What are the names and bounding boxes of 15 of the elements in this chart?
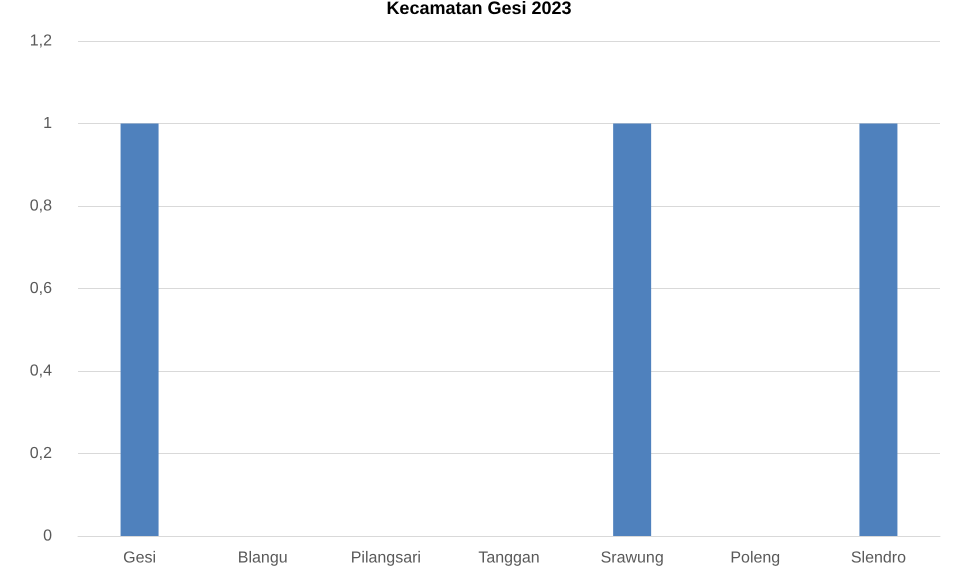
x-tick-label: Poleng	[730, 550, 780, 566]
y-tick-label: 0,6	[30, 280, 52, 297]
x-tick-label: Tanggan	[478, 550, 540, 566]
y-tick-label: 1	[43, 115, 52, 132]
y-tick-label: 0,8	[30, 198, 52, 214]
y-tick-label: 0,2	[30, 445, 52, 462]
y-tick-label: 0,4	[30, 362, 52, 380]
y-tick-label: 1,2	[30, 32, 52, 50]
x-tick-label: Slendro	[850, 550, 906, 566]
x-tick-label: Srawung	[600, 550, 664, 566]
x-tick-label: Pilangsari	[350, 550, 421, 566]
x-tick-label: Blangu	[238, 550, 288, 566]
chart-title: Kecamatan Gesi 2023	[386, 0, 572, 18]
x-tick-label: Gesi	[123, 550, 156, 566]
y-tick-label: 0	[43, 528, 52, 544]
